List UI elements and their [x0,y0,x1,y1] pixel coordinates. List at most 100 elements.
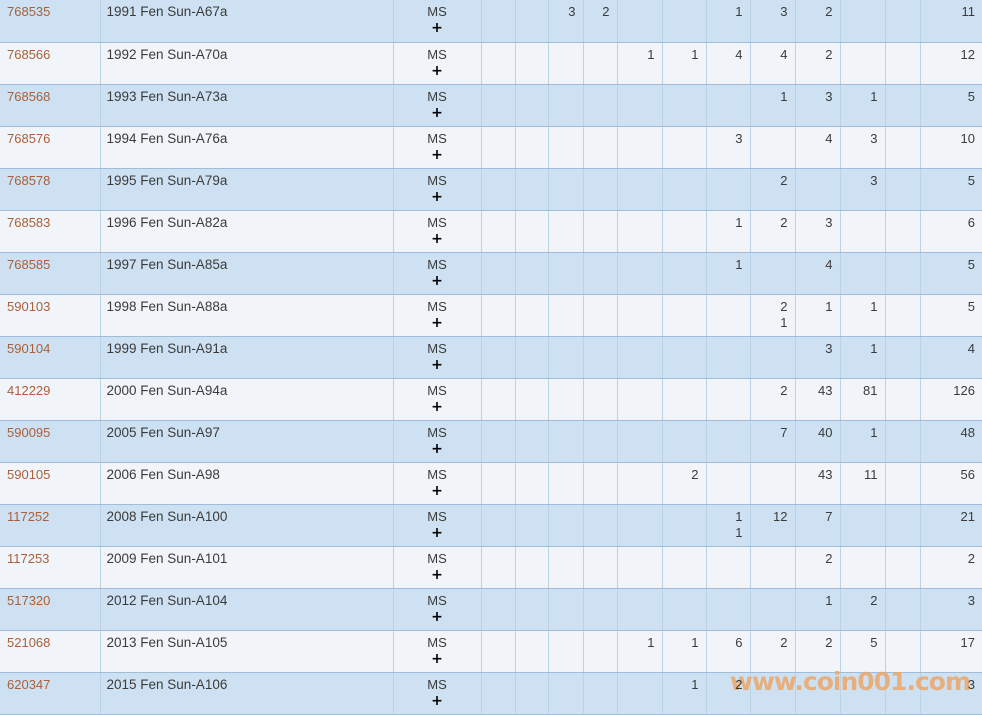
grade-count-cell [706,420,751,463]
grade-count: 40 [818,424,833,440]
grade-count-cell [548,126,584,169]
grade-count-cell [583,210,618,253]
grade-count-cell: 2 1 [750,294,796,337]
expand-plus-button[interactable]: + [431,62,443,79]
cert-id-link[interactable]: 590104 [7,340,51,356]
cert-id-link[interactable]: 590103 [7,298,51,314]
expand-plus-button[interactable]: + [431,650,443,667]
expand-plus-button[interactable]: + [431,608,443,625]
expand-plus-button[interactable]: + [431,314,443,331]
grade-count-cell [750,252,796,295]
grade-count-cell: 1 [840,294,886,337]
grade-count-cell [583,294,618,337]
grade-count-cell [583,672,618,715]
grade-count: 2 [825,550,833,566]
cert-id-link[interactable]: 590105 [7,466,51,482]
grade-count-cell: 43 [795,378,841,421]
grade-count-cell [583,336,618,379]
expand-plus-button[interactable]: + [431,20,443,36]
grade-count: 1 [870,340,878,356]
expand-plus-button[interactable]: + [431,272,443,289]
grade-count-cell [662,546,707,589]
grade-count-cell: 3 [795,336,841,379]
coin-description-cell: 2009 Fen Sun-A101 [100,546,394,589]
expand-plus-button[interactable]: + [431,104,443,121]
grade-count-cell [885,294,921,337]
grade-count: 3 [825,340,833,356]
grade-count-cell [515,378,549,421]
cert-id-link[interactable]: 768583 [7,214,51,230]
coin-description: 2012 Fen Sun-A104 [106,592,228,608]
grade-designation-label: MS [427,214,447,230]
cert-id-cell: 517320 [0,588,101,631]
coin-description: 1991 Fen Sun-A67a [106,4,228,19]
cert-id-link[interactable]: 768566 [7,46,51,62]
row-total-cell: 5 [920,252,982,295]
row-total-cell: 4 [920,336,982,379]
grade-count-cell [662,168,707,211]
grade-count-cell [840,210,886,253]
cert-id-link[interactable]: 768585 [7,256,51,272]
expand-plus-button[interactable]: + [431,188,443,205]
grade-count-cell: 2 [750,168,796,211]
expand-plus-button[interactable]: + [431,524,443,541]
grade-count-cell: 4 [795,252,841,295]
cert-id-link[interactable]: 412229 [7,382,51,398]
row-total: 5 [967,256,975,272]
grade-count-cell [548,84,584,127]
row-total-cell: 5 [920,294,982,337]
grade-count: 1 1 [735,508,743,540]
grade-count-cell: 1 [840,420,886,463]
cert-id-cell: 768568 [0,84,101,127]
cert-id-link[interactable]: 521068 [7,634,51,650]
coin-description: 2006 Fen Sun-A98 [106,466,220,482]
grade-count-cell [481,546,516,589]
grade-count-cell [840,546,886,589]
expand-plus-button[interactable]: + [431,230,443,247]
expand-plus-button[interactable]: + [431,440,443,457]
row-total: 48 [960,424,975,440]
grade-count-cell [840,672,886,715]
row-total-cell: 3 [920,588,982,631]
coin-description-cell: 1999 Fen Sun-A91a [100,336,394,379]
grade-count-cell: 1 [840,336,886,379]
cert-id-link[interactable]: 117253 [7,550,50,566]
grade-count-cell [840,252,886,295]
row-total: 12 [960,46,975,62]
grade-count-cell [515,210,549,253]
grade-count-cell [750,336,796,379]
cert-id-link[interactable]: 590095 [7,424,51,440]
coin-description-cell: 2005 Fen Sun-A97 [100,420,394,463]
cert-id-link[interactable]: 768578 [7,172,51,188]
grade-count-cell [515,672,549,715]
grade-count-cell [515,546,549,589]
grade-count-cell [885,168,921,211]
expand-plus-button[interactable]: + [431,146,443,163]
grade-count-cell [617,84,663,127]
coin-description: 1992 Fen Sun-A70a [106,46,228,62]
expand-plus-button[interactable]: + [431,692,443,709]
cert-id-link[interactable]: 117252 [7,508,50,524]
grade-count: 2 [825,4,833,19]
designation-cell: MS + [393,294,482,337]
expand-plus-button[interactable]: + [431,356,443,373]
cert-id-link[interactable]: 620347 [7,676,51,692]
grade-count-cell [662,84,707,127]
cert-id-cell: 768566 [0,42,101,85]
cert-id-link[interactable]: 517320 [7,592,51,608]
row-total: 5 [967,298,975,314]
designation-cell: MS + [393,462,482,505]
cert-id-link[interactable]: 768568 [7,88,51,104]
expand-plus-button[interactable]: + [431,398,443,415]
row-total: 3 [967,676,975,692]
grade-count-cell [750,462,796,505]
expand-plus-button[interactable]: + [431,482,443,499]
expand-plus-button[interactable]: + [431,566,443,583]
grade-count-cell [617,210,663,253]
grade-count: 3 [870,130,878,146]
grade-count: 2 [870,592,878,608]
cert-id-link[interactable]: 768535 [7,4,51,19]
designation-cell: MS + [393,84,482,127]
cert-id-link[interactable]: 768576 [7,130,51,146]
grade-count-cell: 81 [840,378,886,421]
